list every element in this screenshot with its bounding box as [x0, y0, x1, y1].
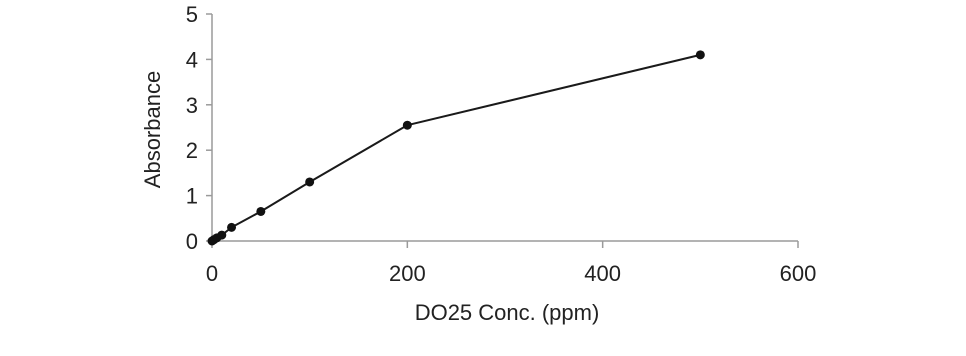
data-point	[256, 206, 266, 216]
y-ticks: 0 1 2 3 4 5	[186, 2, 212, 254]
x-axis-title: DO25 Conc. (ppm)	[415, 300, 600, 325]
x-tick-label: 600	[780, 261, 817, 286]
y-tick-label: 5	[186, 2, 198, 27]
y-tick-label: 4	[186, 47, 198, 72]
data-point	[217, 230, 227, 240]
x-tick-label: 200	[389, 261, 426, 286]
y-tick-label: 2	[186, 138, 198, 163]
data-point	[305, 177, 315, 187]
data-point	[227, 222, 237, 232]
x-ticks: 0 200 400 600	[206, 241, 816, 286]
data-point	[402, 120, 412, 130]
y-tick-label: 1	[186, 184, 198, 209]
x-tick-label: 400	[584, 261, 621, 286]
y-tick-label: 0	[186, 229, 198, 254]
data-point	[695, 50, 705, 60]
y-axis-title: Absorbance	[140, 71, 165, 188]
y-tick-label: 3	[186, 93, 198, 118]
series-line	[211, 53, 701, 242]
series-layer	[207, 50, 705, 246]
x-tick-label: 0	[206, 261, 218, 286]
axes	[211, 14, 798, 242]
